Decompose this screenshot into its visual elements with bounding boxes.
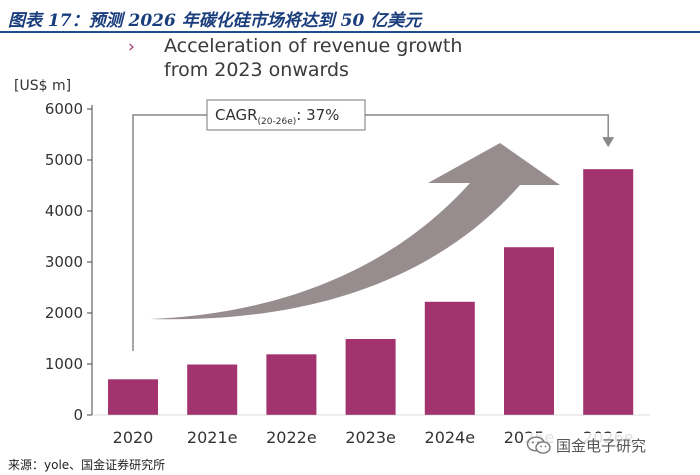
bar-2023e bbox=[345, 339, 396, 415]
cagr-annotation: CAGR(20-26e): 37% bbox=[132, 99, 615, 351]
y-tick-label: 0 bbox=[73, 406, 83, 424]
x-tick-label: 2021e bbox=[187, 428, 238, 447]
figure-title: 图表 17：预测 2026 年碳化硅市场将达到 50 亿美元 bbox=[8, 11, 422, 31]
chart-title-line: Acceleration of revenue growth bbox=[164, 35, 462, 57]
y-tick-label: 2000 bbox=[45, 304, 83, 322]
watermark-text: 国金电子研究 bbox=[556, 436, 647, 455]
wechat-icon bbox=[526, 436, 551, 454]
y-tick-label: 4000 bbox=[45, 202, 83, 220]
y-tick-label: 1000 bbox=[45, 355, 83, 373]
growth-arrow-shape bbox=[150, 143, 560, 320]
bar-2025e bbox=[504, 247, 554, 415]
watermark: 国金电子研究 bbox=[524, 433, 653, 457]
x-tick-label: 2022e bbox=[266, 428, 317, 447]
cagr-label: CAGR(20-26e): 37% bbox=[215, 106, 339, 127]
y-tick-label: 5000 bbox=[45, 151, 83, 169]
x-tick-label: 2024e bbox=[425, 428, 476, 447]
bar-2026e bbox=[583, 169, 634, 415]
y-axis: [US$ m] 0 1000 2000 3000 4000 5000 6000 bbox=[14, 78, 93, 424]
bar-2021e bbox=[187, 364, 238, 415]
cagr-arrowhead bbox=[602, 137, 615, 148]
y-tick-label: 6000 bbox=[45, 100, 83, 118]
cagr-bracket bbox=[132, 114, 609, 351]
x-tick-label: 2020 bbox=[113, 428, 154, 447]
report-header: 图表 17：预测 2026 年碳化硅市场将达到 50 亿美元 bbox=[0, 0, 700, 33]
bar-2024e bbox=[424, 301, 475, 415]
y-tick-label: 3000 bbox=[45, 253, 83, 271]
x-tick-label: 2023e bbox=[345, 428, 396, 447]
bar-series bbox=[108, 169, 634, 415]
growth-arrow bbox=[150, 143, 560, 320]
bar-2022e bbox=[266, 354, 317, 415]
title-marker: › bbox=[128, 37, 135, 57]
y-axis-label: [US$ m] bbox=[14, 78, 71, 94]
bar-2020 bbox=[108, 379, 158, 415]
chart-title-line: from 2023 onwards bbox=[164, 59, 349, 81]
cagr-label-box bbox=[206, 99, 366, 131]
source-note: 来源：yole、国金证券研究所 bbox=[8, 458, 166, 472]
